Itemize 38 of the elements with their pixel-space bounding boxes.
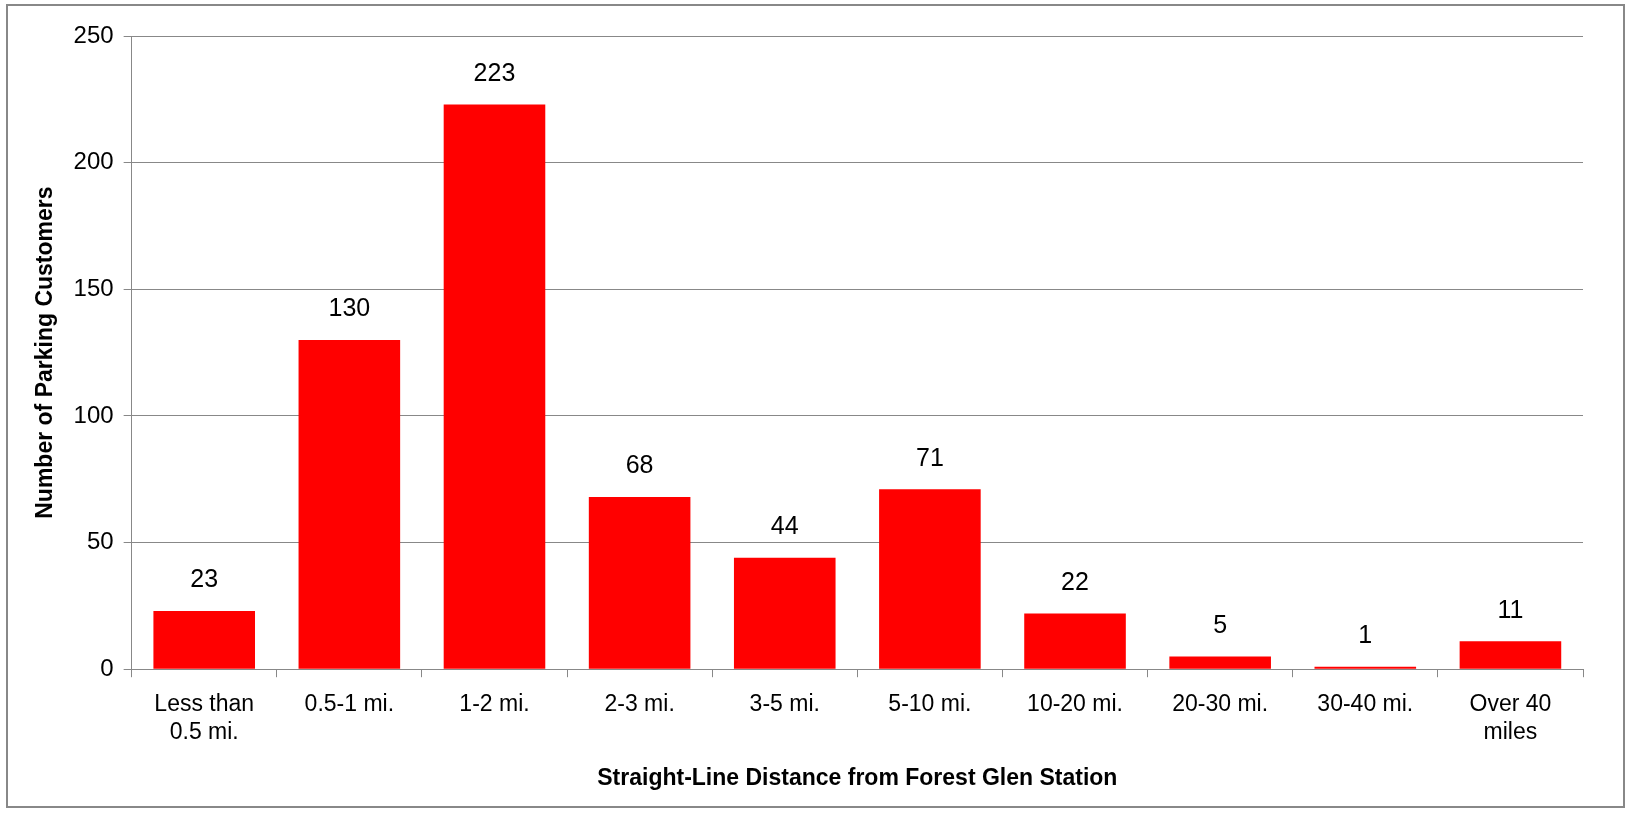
y-tick-label: 250 — [73, 20, 114, 48]
y-axis-title: Number of Parking Customers — [31, 186, 58, 519]
bar — [733, 557, 836, 669]
bar — [1459, 641, 1562, 669]
x-tick-label: 3-5 mi. — [749, 690, 820, 717]
data-label: 23 — [190, 564, 219, 593]
bar — [153, 610, 256, 669]
x-tick-label: 0.5-1 mi. — [304, 690, 395, 717]
x-tick-label: 5-10 mi. — [888, 690, 972, 717]
bar — [443, 104, 546, 669]
data-label: 11 — [1497, 594, 1524, 623]
x-tick-label: 2-3 mi. — [604, 690, 675, 717]
data-label: 223 — [473, 57, 516, 86]
y-tick-label: 50 — [86, 527, 114, 555]
y-tick-label: 100 — [73, 400, 114, 428]
y-tick-label: 150 — [73, 273, 114, 301]
x-tick-label: 10-20 mi. — [1027, 690, 1123, 717]
x-tick-label: Over 40 miles — [1469, 690, 1552, 744]
bar — [1314, 666, 1417, 669]
x-tick-label: 20-30 mi. — [1172, 690, 1269, 717]
x-axis-title: Straight-Line Distance from Forest Glen Station — [597, 763, 1118, 790]
y-tick-label: 200 — [73, 147, 114, 175]
data-label: 68 — [625, 450, 654, 479]
bar — [1024, 613, 1126, 669]
data-label: 22 — [1061, 566, 1089, 595]
data-label: 130 — [328, 293, 371, 322]
data-label: 71 — [915, 442, 944, 471]
data-label: 1 — [1358, 620, 1373, 649]
bar — [298, 339, 401, 669]
data-label: 44 — [770, 511, 799, 540]
x-tick-label: Less than 0.5 mi. — [154, 690, 255, 744]
bar — [879, 489, 981, 669]
y-tick-label: 0 — [100, 653, 114, 681]
x-tick-label: 1-2 mi. — [459, 690, 530, 717]
bar — [1169, 656, 1271, 669]
bar — [588, 496, 691, 669]
x-tick-label: 30-40 mi. — [1317, 690, 1414, 717]
data-label: 5 — [1213, 609, 1228, 638]
